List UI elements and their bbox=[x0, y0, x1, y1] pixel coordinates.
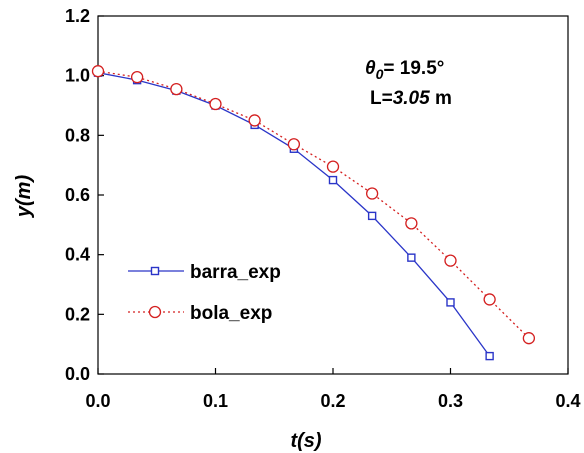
data-point-bola-exp bbox=[405, 217, 418, 230]
x-tick-label: 0.0 bbox=[85, 391, 110, 411]
theta-subscript: 0 bbox=[376, 66, 384, 82]
length-prefix: L= bbox=[370, 88, 393, 109]
y-tick-label: 0.6 bbox=[65, 185, 90, 205]
data-point-barra-exp bbox=[485, 351, 494, 361]
theta-value: = 19.5° bbox=[383, 58, 444, 79]
data-point-bola-exp bbox=[209, 97, 222, 111]
y-tick-label: 0.0 bbox=[65, 364, 90, 384]
x-tick-label: 0.4 bbox=[555, 391, 580, 411]
series-layer bbox=[91, 65, 536, 361]
x-tick-label: 0.1 bbox=[203, 391, 228, 411]
y-tick-label: 1.0 bbox=[65, 66, 90, 86]
data-point-barra-exp bbox=[367, 211, 377, 221]
data-point-bola-exp bbox=[365, 187, 379, 200]
theta-symbol: θ bbox=[365, 58, 376, 79]
x-axis-title: t(s) bbox=[290, 430, 321, 452]
x-tick-label: 0.2 bbox=[320, 391, 345, 411]
y-tick-label: 0.2 bbox=[65, 304, 90, 324]
data-point-bola-exp bbox=[444, 254, 457, 267]
legend-item-bola: bola_exp bbox=[128, 303, 272, 324]
data-point-bola-exp bbox=[522, 332, 536, 345]
ticks-layer: 0.0 0.1 0.2 0.3 0.4 0.0 0.2 0.4 0.6 0.8 1.0 1.2 bbox=[65, 6, 581, 411]
y-tick-label: 1.2 bbox=[65, 6, 90, 26]
data-point-bola-exp bbox=[483, 293, 496, 306]
legend-item-barra: barra_exp bbox=[128, 262, 281, 283]
legend-marker-barra bbox=[150, 266, 160, 276]
length-unit: m bbox=[430, 88, 452, 109]
data-point-bola-exp bbox=[91, 65, 105, 78]
data-point-barra-exp bbox=[328, 175, 338, 185]
data-point-bola-exp bbox=[287, 138, 301, 151]
plot-area bbox=[97, 15, 569, 375]
data-point-bola-exp bbox=[326, 160, 340, 173]
x-tick-label: 0.3 bbox=[438, 391, 463, 411]
y-tick-label: 0.8 bbox=[65, 125, 90, 145]
legend-label-barra: barra_exp bbox=[190, 262, 281, 283]
length-value: 3.05 bbox=[393, 88, 430, 109]
series-line-bola-exp bbox=[97, 70, 530, 339]
y-axis-title: y(m) bbox=[13, 175, 35, 219]
legend: barra_exp bola_exp bbox=[128, 262, 281, 324]
data-point-barra-exp bbox=[446, 298, 455, 307]
legend-marker-bola bbox=[148, 305, 162, 319]
data-point-bola-exp bbox=[248, 114, 261, 127]
y-tick-label: 0.4 bbox=[65, 245, 90, 265]
data-point-bola-exp bbox=[170, 82, 183, 96]
data-point-barra-exp bbox=[407, 253, 416, 262]
legend-label-bola: bola_exp bbox=[190, 303, 272, 324]
length-annotation: L=3.05 m bbox=[370, 88, 452, 109]
data-point-bola-exp bbox=[130, 71, 144, 84]
theta-annotation: θ0= 19.5° bbox=[365, 58, 444, 82]
